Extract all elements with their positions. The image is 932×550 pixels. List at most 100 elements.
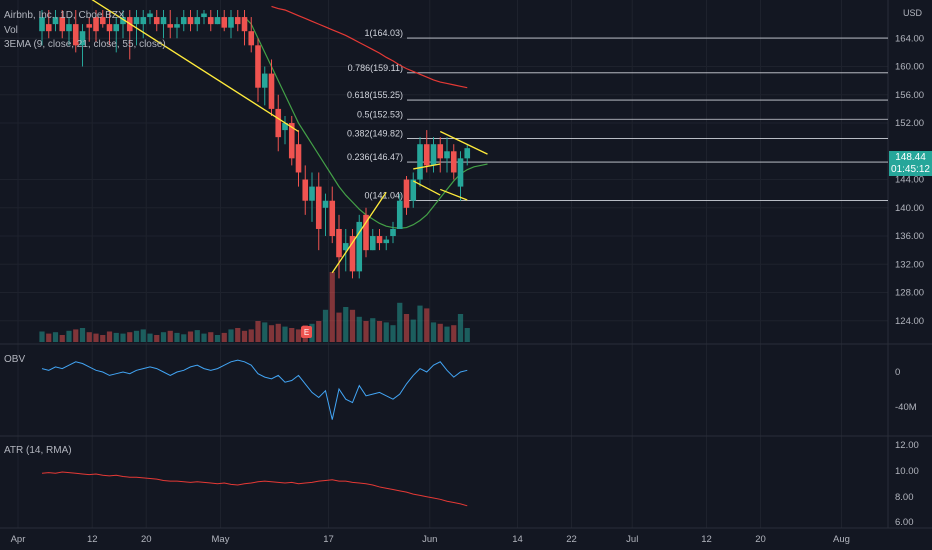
- candle-body: [369, 236, 376, 251]
- pattern-drawing[interactable]: [42, 0, 488, 274]
- volume-bar: [363, 321, 369, 342]
- candle-body: [322, 200, 329, 208]
- candle-body: [167, 24, 174, 28]
- candle-body: [59, 17, 66, 32]
- currency-label[interactable]: USD: [903, 8, 923, 18]
- price-tick-label: 124.00: [895, 316, 924, 327]
- candle-body: [120, 17, 126, 25]
- candle-body: [342, 243, 349, 251]
- candle-body: [52, 17, 59, 25]
- candle-body: [383, 239, 390, 244]
- fib-level-label: 1(164.03): [364, 28, 403, 38]
- volume-bar: [376, 321, 383, 342]
- price-tick-label: 144.00: [895, 175, 924, 186]
- time-tick-label: Aug: [833, 534, 850, 545]
- candle-body: [349, 236, 356, 272]
- trend-line: [413, 163, 441, 170]
- atr-tick-label: 12.00: [895, 440, 919, 451]
- candle-body: [113, 24, 120, 32]
- candle-body: [396, 200, 403, 229]
- candle-body: [214, 17, 221, 25]
- candle-body: [282, 123, 288, 131]
- candle-body: [241, 17, 248, 32]
- candle-body: [79, 31, 86, 46]
- candle-body: [410, 179, 417, 201]
- atr-tick-label: 8.00: [895, 492, 914, 503]
- candle-body: [221, 17, 228, 28]
- candle-body: [93, 17, 99, 32]
- volume-bar: [316, 321, 322, 342]
- volume-bar: [437, 323, 443, 342]
- volume-bar: [241, 330, 248, 342]
- volume-bar: [66, 330, 72, 342]
- volume-bar: [120, 333, 126, 342]
- fib-level-label: 0.382(149.82): [347, 128, 403, 138]
- candle-body: [66, 24, 72, 32]
- volume-bar: [133, 330, 140, 342]
- candle-body: [194, 17, 201, 25]
- candle-body: [147, 13, 153, 18]
- price-tick-label: 160.00: [895, 62, 924, 73]
- candle-body: [228, 17, 234, 28]
- earnings-icon-glyph: E: [304, 328, 309, 337]
- time-tick-label: 12: [701, 534, 712, 545]
- time-tick-label: Jul: [626, 534, 638, 545]
- time-tick-label: 17: [323, 534, 334, 545]
- volume-bar: [343, 307, 349, 342]
- volume-bar: [86, 332, 92, 342]
- volume-bar: [356, 316, 362, 342]
- volume-bar: [181, 334, 187, 342]
- candle-body: [86, 24, 93, 28]
- volume-bar: [289, 328, 295, 342]
- candle-body: [403, 179, 410, 208]
- volume-bar: [174, 332, 180, 342]
- obv-legend[interactable]: OBV: [4, 354, 26, 365]
- atr-tick-label: 6.00: [895, 517, 914, 528]
- candle-body: [390, 228, 396, 237]
- atr-legend[interactable]: ATR (14, RMA): [4, 445, 72, 456]
- earnings-icon[interactable]: [301, 326, 312, 338]
- volume-bar: [187, 331, 194, 342]
- volume-bar: [106, 331, 113, 342]
- candle-body: [255, 45, 261, 88]
- time-tick-label: 14: [512, 534, 523, 545]
- earnings-marker[interactable]: E: [301, 326, 312, 338]
- time-tick-label: 22: [566, 534, 577, 545]
- ema-legend[interactable]: 3EMA (9, close, 21, close, 55, close): [4, 39, 166, 50]
- time-tick-label: 20: [755, 534, 766, 545]
- volume-legend[interactable]: Vol: [4, 25, 18, 36]
- candle-body: [302, 179, 309, 201]
- candle-body: [153, 17, 160, 25]
- price-tick-label: 164.00: [895, 33, 924, 44]
- volume-bars: [39, 272, 470, 342]
- candle-body: [444, 151, 450, 159]
- volume-bar: [140, 329, 146, 342]
- volume-bar: [167, 330, 173, 342]
- volume-bar: [268, 325, 275, 342]
- volume-bar: [228, 329, 234, 342]
- price-tick-label: 140.00: [895, 203, 924, 214]
- atr-tick-label: 10.00: [895, 466, 919, 477]
- fibonacci-retracement[interactable]: 1(164.03) 0.786(159.11) 0.618(155.25) 0.5(1…: [347, 28, 888, 201]
- candle-body: [140, 17, 147, 25]
- volume-bar: [39, 331, 45, 342]
- volume-bar: [282, 326, 288, 342]
- candle-body: [261, 73, 268, 88]
- fib-level-label: 0.786(159.11): [348, 63, 403, 73]
- axes: 164.00 160.00 156.00 152.00 144.00 140.00 136.…: [11, 33, 924, 545]
- volume-bar: [59, 335, 65, 342]
- volume-bar: [410, 319, 416, 342]
- candle-body: [72, 24, 79, 46]
- obv-line: [41, 359, 468, 420]
- candle-body: [174, 24, 180, 28]
- price-tick-label: 156.00: [895, 90, 924, 101]
- candle-body: [275, 108, 282, 138]
- volume-bar: [403, 314, 410, 342]
- price-tick-label: 132.00: [895, 259, 924, 270]
- candle-body: [356, 221, 363, 272]
- candle-body: [464, 148, 471, 159]
- candle-body: [315, 186, 322, 229]
- candle-body: [180, 17, 187, 25]
- candle-body: [160, 17, 167, 25]
